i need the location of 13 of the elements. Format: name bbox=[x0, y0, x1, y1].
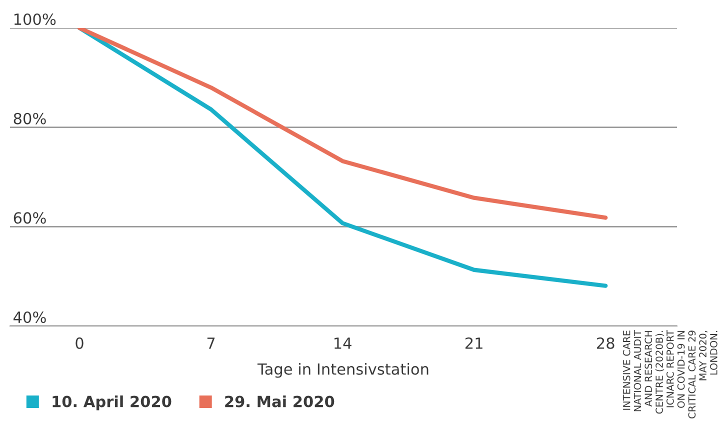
x-axis-title: Tage in Intensivstation bbox=[257, 363, 428, 378]
y-tick-label: 60% bbox=[14, 212, 46, 224]
y-tick-label: 100% bbox=[14, 13, 56, 26]
y-tick-label: 40% bbox=[14, 311, 46, 324]
x-tick-label: 7 bbox=[207, 338, 215, 349]
x-tick-label: 21 bbox=[465, 337, 482, 349]
legend-label: 29. Mai 2020 bbox=[225, 395, 334, 408]
text: INTENSIVE CARE NATIONAL AUDIT AND RESEARCH CENTRE (2020B). ICNARC REPORT ON COVID-19 IN CRITICAL CARE 29 MAY 2020, LONDON. bbox=[622, 330, 718, 418]
x-tick-label: 14 bbox=[334, 338, 352, 349]
y-tick-label: 80% bbox=[14, 112, 46, 124]
legend-label: 10. April 2020 bbox=[52, 395, 172, 410]
x-tick-label: 28 bbox=[597, 337, 614, 349]
x-tick-label: 0 bbox=[76, 337, 84, 349]
